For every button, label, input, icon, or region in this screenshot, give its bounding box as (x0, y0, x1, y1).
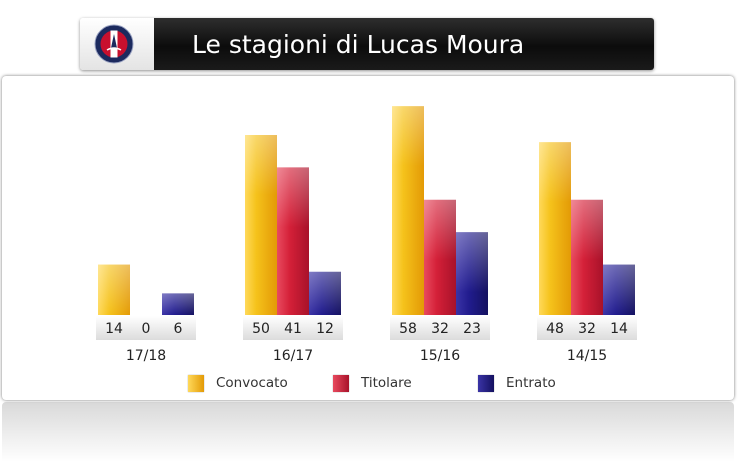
data-label-entrato-16-17: 12 (316, 321, 334, 337)
data-label-convocato-15-16: 58 (399, 321, 417, 337)
category-label-17-18: 17/18 (126, 348, 166, 364)
legend-item-entrato: Entrato (478, 372, 556, 394)
bar-shine-convocato-16-17 (245, 135, 277, 195)
bar-shine-entrato-15-16 (456, 232, 488, 293)
club-logo-box (80, 18, 154, 70)
legend-label-convocato: Convocato (216, 375, 288, 391)
bar-shine-entrato-17-18 (162, 293, 194, 315)
legend-item-titolare: Titolare (333, 372, 412, 394)
data-label-entrato-14-15: 14 (610, 321, 628, 337)
legend-label-entrato: Entrato (506, 375, 556, 391)
value-strip-17-18 (96, 316, 196, 340)
bar-shine-titolare-16-17 (277, 167, 309, 228)
data-label-convocato-16-17: 50 (252, 321, 270, 337)
data-label-titolare-16-17: 41 (284, 321, 302, 337)
data-label-entrato-17-18: 6 (174, 321, 183, 337)
data-label-titolare-17-18: 0 (142, 321, 151, 337)
data-label-convocato-17-18: 14 (105, 321, 123, 337)
bar-shine-titolare-14-15 (571, 199, 603, 260)
legend-swatch-titolare (333, 374, 349, 392)
bar-shine-convocato-15-16 (392, 106, 424, 167)
value-strip-14-15 (537, 316, 637, 340)
legend-swatch-entrato (478, 374, 494, 392)
bar-shine-convocato-14-15 (539, 142, 571, 203)
legend-label-titolare: Titolare (361, 375, 412, 391)
bar-shine-convocato-17-18 (98, 264, 130, 315)
bar-shine-entrato-14-15 (603, 264, 635, 315)
data-label-convocato-14-15: 48 (546, 321, 564, 337)
data-label-titolare-14-15: 32 (578, 321, 596, 337)
data-label-entrato-15-16: 23 (463, 321, 481, 337)
value-strip-15-16 (390, 316, 490, 340)
category-label-16-17: 16/17 (273, 348, 313, 364)
category-label-15-16: 15/16 (420, 348, 460, 364)
category-label-14-15: 14/15 (567, 348, 607, 364)
psg-crest-logo (94, 24, 134, 64)
bar-shine-titolare-15-16 (424, 199, 456, 260)
title-bar: Le stagioni di Lucas Moura (80, 18, 654, 70)
legend-swatch-convocato (188, 374, 204, 392)
chart-panel (2, 76, 734, 400)
legend-item-convocato: Convocato (188, 372, 288, 394)
panel-reflection (2, 402, 734, 462)
page-title: Le stagioni di Lucas Moura (192, 30, 525, 59)
data-label-titolare-15-16: 32 (431, 321, 449, 337)
value-strip-16-17 (243, 316, 343, 340)
bar-shine-entrato-16-17 (309, 271, 341, 315)
title-text-box: Le stagioni di Lucas Moura (154, 18, 654, 70)
